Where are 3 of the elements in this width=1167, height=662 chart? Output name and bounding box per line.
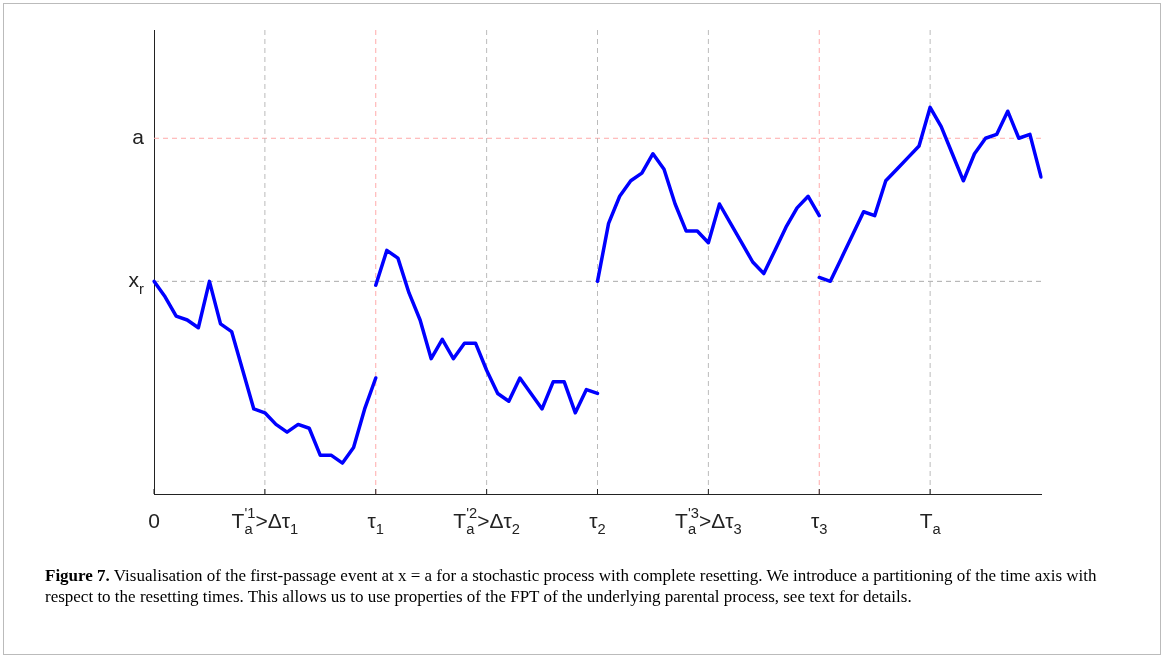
- caption: Figure 7. Visualisation of the first-passage event at x = a for a stochastic process with complete resetting. We introduce a partitioning of the time axis with respect to the resetting times. This allows us to use properties of the FPT of the underlying parental process, see text for details.: [45, 565, 1098, 607]
- ref-line-label: a: [132, 125, 145, 149]
- x-tick-label: 0: [148, 508, 160, 532]
